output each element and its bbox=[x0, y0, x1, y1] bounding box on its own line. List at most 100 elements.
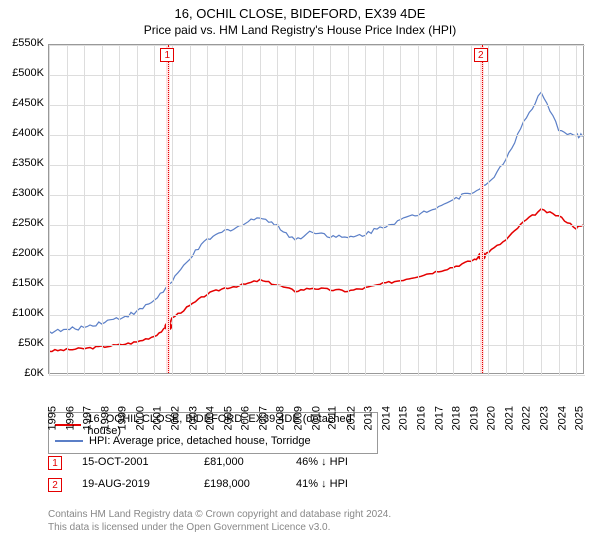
sale-row: 19-AUG-2019£198,00041% ↓ HPI bbox=[82, 478, 406, 490]
event-marker-1: 1 bbox=[160, 48, 174, 62]
gridline-x bbox=[119, 45, 120, 375]
xtick-label: 2005 bbox=[222, 406, 234, 430]
xtick-label: 1995 bbox=[46, 406, 58, 430]
ytick-label: £250K bbox=[4, 217, 44, 229]
gridline-y bbox=[49, 105, 585, 106]
gridline-y bbox=[49, 135, 585, 136]
xtick-label: 2009 bbox=[293, 406, 305, 430]
gridline-y bbox=[49, 225, 585, 226]
ytick-label: £100K bbox=[4, 307, 44, 319]
gridline-y bbox=[49, 255, 585, 256]
gridline-x bbox=[67, 45, 68, 375]
gridline-x bbox=[541, 45, 542, 375]
gridline-x bbox=[207, 45, 208, 375]
gridline-x bbox=[365, 45, 366, 375]
sale-marker-2: 2 bbox=[48, 478, 62, 492]
xtick-label: 2008 bbox=[275, 406, 287, 430]
event-marker-2: 2 bbox=[474, 48, 488, 62]
legend-label: HPI: Average price, detached house, Torr… bbox=[89, 435, 311, 447]
xtick-label: 2003 bbox=[187, 406, 199, 430]
xtick-label: 2024 bbox=[556, 406, 568, 430]
ytick-label: £450K bbox=[4, 97, 44, 109]
gridline-x bbox=[330, 45, 331, 375]
gridline-y bbox=[49, 315, 585, 316]
sale-marker-1: 1 bbox=[48, 456, 62, 470]
gridline-x bbox=[348, 45, 349, 375]
gridline-x bbox=[576, 45, 577, 375]
gridline-x bbox=[523, 45, 524, 375]
xtick-label: 2019 bbox=[468, 406, 480, 430]
xtick-label: 2012 bbox=[345, 406, 357, 430]
line-chart bbox=[48, 44, 584, 374]
gridline-x bbox=[84, 45, 85, 375]
footer-attribution: Contains HM Land Registry data © Crown c… bbox=[48, 508, 391, 534]
footer-line-2: This data is licensed under the Open Gov… bbox=[48, 521, 391, 534]
gridline-x bbox=[453, 45, 454, 375]
gridline-x bbox=[172, 45, 173, 375]
gridline-x bbox=[436, 45, 437, 375]
gridline-x bbox=[102, 45, 103, 375]
ytick-label: £150K bbox=[4, 277, 44, 289]
sale-row: 15-OCT-2001 £81,000 46% ↓ HPI bbox=[82, 456, 406, 468]
gridline-x bbox=[49, 45, 50, 375]
gridline-x bbox=[154, 45, 155, 375]
sale-date: 15-OCT-2001 bbox=[82, 456, 192, 468]
footer-line-1: Contains HM Land Registry data © Crown c… bbox=[48, 508, 391, 521]
gridline-x bbox=[400, 45, 401, 375]
xtick-label: 2020 bbox=[486, 406, 498, 430]
sale-delta: 46% ↓ HPI bbox=[296, 456, 406, 468]
chart-subtitle: Price paid vs. HM Land Registry's House … bbox=[0, 21, 600, 37]
xtick-label: 2004 bbox=[205, 406, 217, 430]
sale-date: 19-AUG-2019 bbox=[82, 478, 192, 490]
ytick-label: £300K bbox=[4, 187, 44, 199]
xtick-label: 2022 bbox=[521, 406, 533, 430]
xtick-label: 2011 bbox=[327, 406, 339, 430]
xtick-label: 1998 bbox=[99, 406, 111, 430]
gridline-y bbox=[49, 375, 585, 376]
gridline-y bbox=[49, 75, 585, 76]
xtick-label: 2018 bbox=[451, 406, 463, 430]
gridline-y bbox=[49, 195, 585, 196]
gridline-x bbox=[559, 45, 560, 375]
xtick-label: 1999 bbox=[117, 406, 129, 430]
gridline-x bbox=[488, 45, 489, 375]
gridline-x bbox=[295, 45, 296, 375]
sale-price: £198,000 bbox=[204, 478, 284, 490]
ytick-label: £550K bbox=[4, 37, 44, 49]
gridline-y bbox=[49, 345, 585, 346]
xtick-label: 1996 bbox=[64, 406, 76, 430]
xtick-label: 2002 bbox=[170, 406, 182, 430]
xtick-label: 2000 bbox=[134, 406, 146, 430]
xtick-label: 2023 bbox=[539, 406, 551, 430]
gridline-x bbox=[277, 45, 278, 375]
xtick-label: 2006 bbox=[240, 406, 252, 430]
chart-container: { "title": "16, OCHIL CLOSE, BIDEFORD, E… bbox=[0, 0, 600, 560]
chart-title: 16, OCHIL CLOSE, BIDEFORD, EX39 4DE bbox=[0, 0, 600, 21]
gridline-x bbox=[242, 45, 243, 375]
gridline-x bbox=[471, 45, 472, 375]
xtick-label: 2015 bbox=[398, 406, 410, 430]
gridline-x bbox=[313, 45, 314, 375]
ytick-label: £350K bbox=[4, 157, 44, 169]
xtick-label: 2010 bbox=[310, 406, 322, 430]
xtick-label: 2007 bbox=[257, 406, 269, 430]
xtick-label: 2001 bbox=[152, 406, 164, 430]
sale-price: £81,000 bbox=[204, 456, 284, 468]
gridline-x bbox=[137, 45, 138, 375]
ytick-label: £0K bbox=[4, 367, 44, 379]
chart-svg bbox=[49, 45, 585, 375]
ytick-label: £200K bbox=[4, 247, 44, 259]
series-hpi bbox=[49, 92, 583, 333]
xtick-label: 2016 bbox=[416, 406, 428, 430]
xtick-label: 2017 bbox=[433, 406, 445, 430]
gridline-x bbox=[506, 45, 507, 375]
gridline-x bbox=[260, 45, 261, 375]
legend-swatch bbox=[55, 440, 83, 442]
gridline-y bbox=[49, 165, 585, 166]
xtick-label: 2025 bbox=[574, 406, 586, 430]
gridline-x bbox=[225, 45, 226, 375]
gridline-x bbox=[383, 45, 384, 375]
gridline-y bbox=[49, 45, 585, 46]
xtick-label: 2014 bbox=[380, 406, 392, 430]
ytick-label: £50K bbox=[4, 337, 44, 349]
